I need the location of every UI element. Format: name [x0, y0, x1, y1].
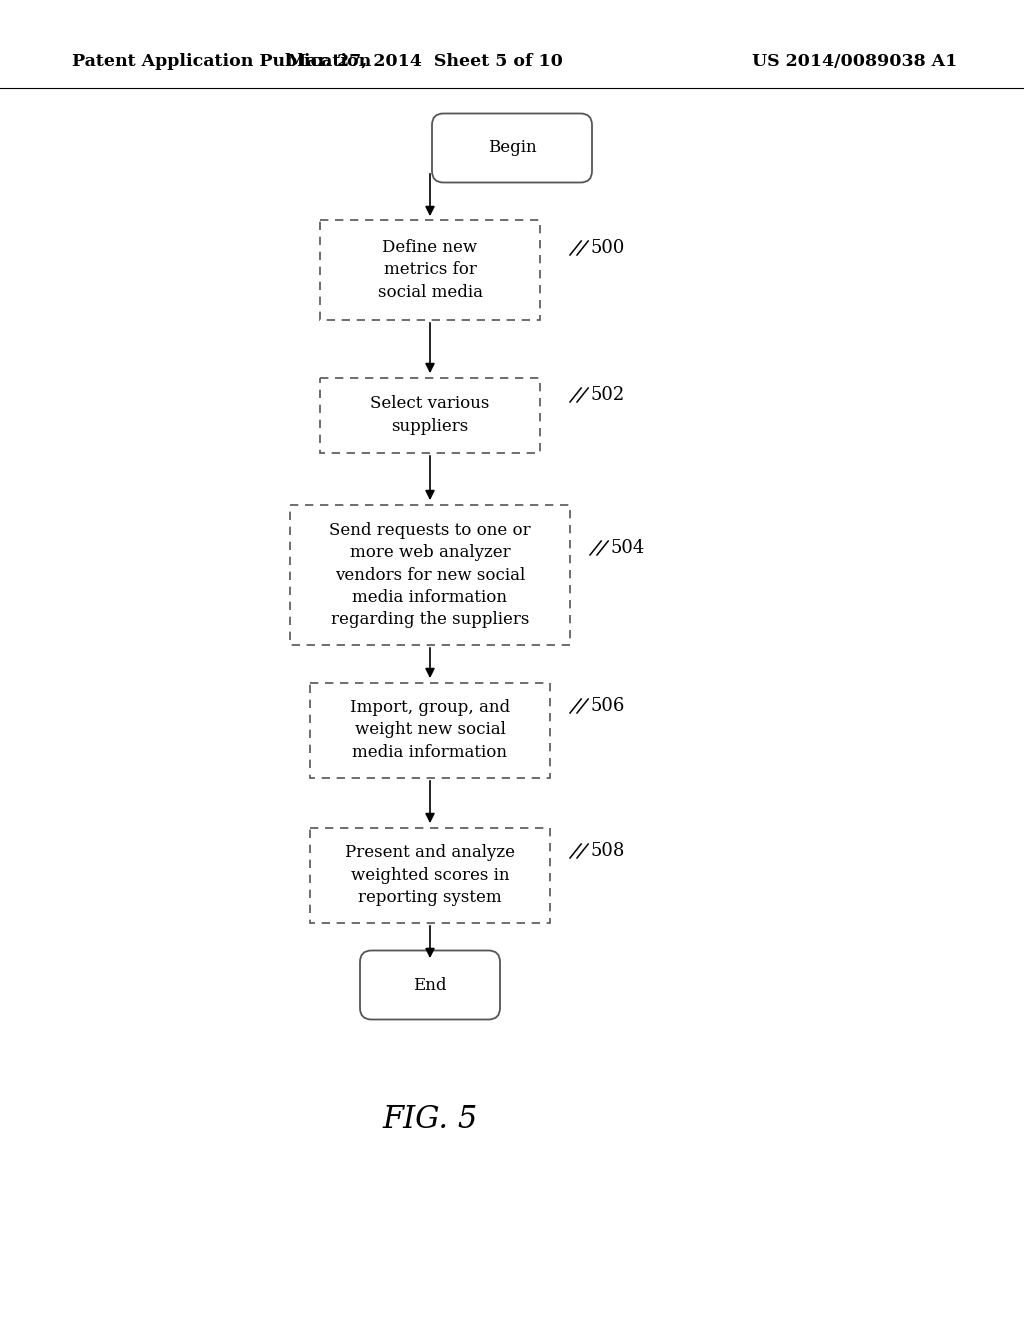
Bar	[290, 506, 570, 645]
Text: 504: 504	[611, 539, 645, 557]
Bar	[319, 378, 540, 453]
Bar	[310, 682, 550, 777]
Text: 506: 506	[591, 697, 626, 715]
Text: 502: 502	[591, 385, 626, 404]
FancyBboxPatch shape	[360, 950, 500, 1019]
Text: Patent Application Publication: Patent Application Publication	[72, 53, 371, 70]
Bar	[319, 220, 540, 319]
Text: Select various
suppliers: Select various suppliers	[371, 396, 489, 434]
Bar	[310, 828, 550, 923]
Text: 500: 500	[591, 239, 626, 257]
FancyBboxPatch shape	[432, 114, 592, 182]
Text: US 2014/0089038 A1: US 2014/0089038 A1	[753, 53, 957, 70]
Text: Mar. 27, 2014  Sheet 5 of 10: Mar. 27, 2014 Sheet 5 of 10	[287, 53, 563, 70]
Text: End: End	[414, 977, 446, 994]
Text: Define new
metrics for
social media: Define new metrics for social media	[378, 239, 482, 301]
Text: FIG. 5: FIG. 5	[382, 1105, 477, 1135]
Text: Import, group, and
weight new social
media information: Import, group, and weight new social med…	[350, 700, 510, 760]
Text: Begin: Begin	[487, 140, 537, 157]
Text: 508: 508	[591, 842, 626, 861]
Text: Send requests to one or
more web analyzer
vendors for new social
media informati: Send requests to one or more web analyze…	[329, 523, 530, 628]
Text: Present and analyze
weighted scores in
reporting system: Present and analyze weighted scores in r…	[345, 845, 515, 906]
